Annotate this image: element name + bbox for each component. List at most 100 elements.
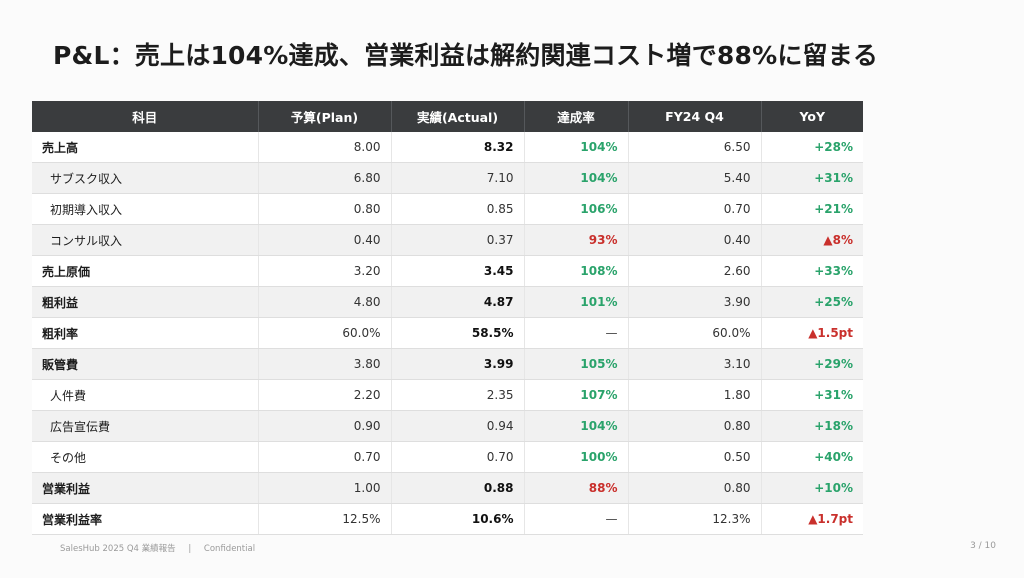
yoy-value: +31% xyxy=(761,379,863,411)
header-fy24-q4: FY24 Q4 xyxy=(628,101,762,132)
achievement-rate: — xyxy=(524,503,629,535)
actual-value: 0.85 xyxy=(391,193,525,225)
yoy-value: +29% xyxy=(761,348,863,380)
plan-value: 4.80 xyxy=(258,286,392,318)
row-label: コンサル収入 xyxy=(32,224,259,256)
row-label: 売上原価 xyxy=(32,255,259,287)
pl-table: 科目 予算(Plan) 実績(Actual) 達成率 FY24 Q4 YoY 売… xyxy=(32,101,863,535)
achievement-rate: 100% xyxy=(524,441,629,473)
yoy-value: ▲8% xyxy=(761,224,863,256)
actual-value: 0.94 xyxy=(391,410,525,442)
actual-value: 4.87 xyxy=(391,286,525,318)
row-label: 粗利率 xyxy=(32,317,259,349)
yoy-value: +10% xyxy=(761,472,863,504)
achievement-rate: 104% xyxy=(524,162,629,194)
actual-value: 8.32 xyxy=(391,132,525,163)
prev-year-value: 0.80 xyxy=(628,410,762,442)
prev-year-value: 2.60 xyxy=(628,255,762,287)
plan-value: 0.40 xyxy=(258,224,392,256)
achievement-rate: 104% xyxy=(524,410,629,442)
table-row: 営業利益 1.00 0.88 88% 0.80 +10% xyxy=(32,472,863,504)
table-row: 粗利益 4.80 4.87 101% 3.90 +25% xyxy=(32,286,863,318)
yoy-value: +25% xyxy=(761,286,863,318)
table-row: サブスク収入 6.80 7.10 104% 5.40 +31% xyxy=(32,162,863,194)
achievement-rate: 107% xyxy=(524,379,629,411)
row-label: 営業利益率 xyxy=(32,503,259,535)
row-label: サブスク収入 xyxy=(32,162,259,194)
prev-year-value: 0.50 xyxy=(628,441,762,473)
header-subject: 科目 xyxy=(32,101,259,132)
footer-report-name: SalesHub 2025 Q4 業績報告 xyxy=(60,544,176,554)
actual-value: 7.10 xyxy=(391,162,525,194)
plan-value: 1.00 xyxy=(258,472,392,504)
plan-value: 0.90 xyxy=(258,410,392,442)
prev-year-value: 0.80 xyxy=(628,472,762,504)
row-label: 売上高 xyxy=(32,132,259,163)
row-label: 販管費 xyxy=(32,348,259,380)
yoy-value: +28% xyxy=(761,132,863,163)
achievement-rate: 104% xyxy=(524,132,629,163)
yoy-value: +40% xyxy=(761,441,863,473)
table-row: 売上原価 3.20 3.45 108% 2.60 +33% xyxy=(32,255,863,287)
table-header-row: 科目 予算(Plan) 実績(Actual) 達成率 FY24 Q4 YoY xyxy=(32,101,863,132)
actual-value: 0.88 xyxy=(391,472,525,504)
table-row: 広告宣伝費 0.90 0.94 104% 0.80 +18% xyxy=(32,410,863,442)
achievement-rate: 105% xyxy=(524,348,629,380)
actual-value: 3.99 xyxy=(391,348,525,380)
prev-year-value: 3.10 xyxy=(628,348,762,380)
plan-value: 0.80 xyxy=(258,193,392,225)
actual-value: 2.35 xyxy=(391,379,525,411)
plan-value: 6.80 xyxy=(258,162,392,194)
slide-title: P&L：売上は104%達成、営業利益は解約関連コスト増で88%に留まる xyxy=(53,41,879,70)
actual-value: 0.37 xyxy=(391,224,525,256)
row-label: その他 xyxy=(32,441,259,473)
plan-value: 12.5% xyxy=(258,503,392,535)
page-number: 3 / 10 xyxy=(970,541,996,551)
footer-confidential: Confidential xyxy=(203,544,256,554)
table-row: 粗利率 60.0% 58.5% — 60.0% ▲1.5pt xyxy=(32,317,863,349)
row-label: 広告宣伝費 xyxy=(32,410,259,442)
yoy-value: +31% xyxy=(761,162,863,194)
plan-value: 3.20 xyxy=(258,255,392,287)
table-row: 販管費 3.80 3.99 105% 3.10 +29% xyxy=(32,348,863,380)
yoy-value: ▲1.5pt xyxy=(761,317,863,349)
footer-separator: | xyxy=(188,544,192,554)
footer: SalesHub 2025 Q4 業績報告 | Confidential xyxy=(60,542,255,554)
plan-value: 60.0% xyxy=(258,317,392,349)
plan-value: 8.00 xyxy=(258,132,392,163)
plan-value: 0.70 xyxy=(258,441,392,473)
prev-year-value: 60.0% xyxy=(628,317,762,349)
table-row: コンサル収入 0.40 0.37 93% 0.40 ▲8% xyxy=(32,224,863,256)
yoy-value: +18% xyxy=(761,410,863,442)
actual-value: 10.6% xyxy=(391,503,525,535)
prev-year-value: 12.3% xyxy=(628,503,762,535)
row-label: 人件費 xyxy=(32,379,259,411)
achievement-rate: — xyxy=(524,317,629,349)
yoy-value: +33% xyxy=(761,255,863,287)
actual-value: 0.70 xyxy=(391,441,525,473)
achievement-rate: 101% xyxy=(524,286,629,318)
plan-value: 3.80 xyxy=(258,348,392,380)
actual-value: 3.45 xyxy=(391,255,525,287)
row-label: 粗利益 xyxy=(32,286,259,318)
header-yoy: YoY xyxy=(761,101,863,132)
table-row: その他 0.70 0.70 100% 0.50 +40% xyxy=(32,441,863,473)
achievement-rate: 108% xyxy=(524,255,629,287)
row-label: 初期導入収入 xyxy=(32,193,259,225)
header-achievement: 達成率 xyxy=(524,101,629,132)
prev-year-value: 6.50 xyxy=(628,132,762,163)
row-label: 営業利益 xyxy=(32,472,259,504)
header-actual: 実績(Actual) xyxy=(391,101,525,132)
table-row: 人件費 2.20 2.35 107% 1.80 +31% xyxy=(32,379,863,411)
prev-year-value: 3.90 xyxy=(628,286,762,318)
prev-year-value: 0.40 xyxy=(628,224,762,256)
table-row: 売上高 8.00 8.32 104% 6.50 +28% xyxy=(32,132,863,163)
plan-value: 2.20 xyxy=(258,379,392,411)
achievement-rate: 106% xyxy=(524,193,629,225)
prev-year-value: 1.80 xyxy=(628,379,762,411)
yoy-value: +21% xyxy=(761,193,863,225)
actual-value: 58.5% xyxy=(391,317,525,349)
prev-year-value: 5.40 xyxy=(628,162,762,194)
yoy-value: ▲1.7pt xyxy=(761,503,863,535)
